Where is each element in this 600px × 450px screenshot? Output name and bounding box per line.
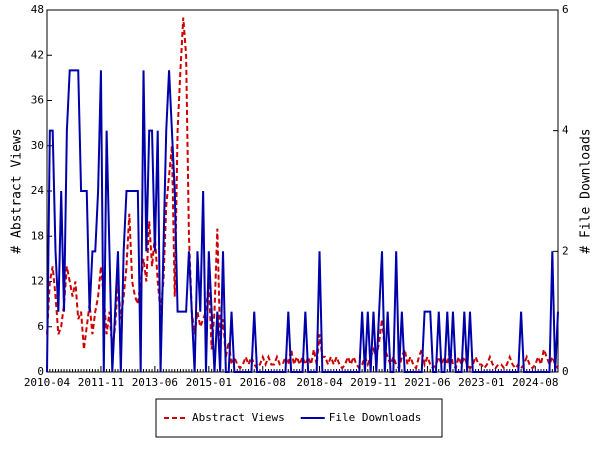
y-tick-label: 36 bbox=[31, 94, 44, 107]
x-tick-label: 2023-01 bbox=[458, 376, 504, 389]
y-tick-label: 24 bbox=[31, 184, 45, 197]
x-tick-label: 2013-06 bbox=[132, 376, 178, 389]
legend-label: Abstract Views bbox=[192, 411, 285, 424]
y2-axis-title: # File Downloads bbox=[579, 128, 594, 253]
y-tick-label: 30 bbox=[31, 139, 44, 152]
y-tick-label: 18 bbox=[31, 229, 44, 242]
y2-tick-label: 4 bbox=[562, 124, 569, 137]
y2-tick-label: 0 bbox=[562, 365, 569, 378]
y2-tick-label: 2 bbox=[562, 244, 569, 257]
x-tick-label: 2011-11 bbox=[78, 376, 124, 389]
x-tick-label: 2018-04 bbox=[296, 376, 343, 389]
plot-frame bbox=[46, 9, 559, 373]
y-tick-label: 42 bbox=[31, 48, 44, 61]
legend-label: File Downloads bbox=[329, 411, 422, 424]
y-tick-label: 6 bbox=[37, 320, 44, 333]
legend-box bbox=[155, 398, 443, 438]
y-tick-label: 0 bbox=[37, 365, 44, 378]
series-line bbox=[46, 17, 559, 371]
series-line bbox=[46, 69, 559, 373]
x-tick-label: 2019-11 bbox=[350, 376, 396, 389]
y-tick-label: 48 bbox=[31, 3, 44, 16]
y2-tick-label: 6 bbox=[562, 3, 569, 16]
x-tick-label: 2024-08 bbox=[512, 376, 558, 389]
y-tick-label: 12 bbox=[31, 275, 44, 288]
x-tick-label: 2021-06 bbox=[404, 376, 450, 389]
x-tick-label: 2015-01 bbox=[186, 376, 232, 389]
x-tick-label: 2016-08 bbox=[240, 376, 286, 389]
x-tick-label: 2010-04 bbox=[24, 376, 71, 389]
y-axis-title: # Abstract Views bbox=[10, 128, 25, 253]
